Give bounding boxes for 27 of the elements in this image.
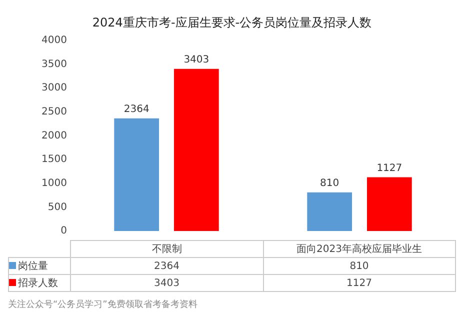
bar bbox=[366, 177, 412, 231]
annotation: 2364 bbox=[124, 104, 150, 115]
y-tick-label: 1500 bbox=[42, 154, 67, 166]
bar bbox=[114, 118, 160, 231]
annotation: 3403 bbox=[184, 54, 210, 66]
y-tick-label: 2000 bbox=[42, 130, 67, 142]
bar bbox=[174, 68, 219, 231]
y-tick-label: 4000 bbox=[42, 34, 67, 46]
y-tick-label: 2500 bbox=[42, 106, 67, 118]
x-tick-label: 面向2023年高校应届毕业生 bbox=[263, 240, 456, 258]
text: 关注公众号“公务员学习”免费领取省考备考资料 bbox=[8, 298, 198, 311]
legend-label: 招录人数 bbox=[8, 274, 70, 292]
y-tick-label: 500 bbox=[48, 202, 67, 213]
y-tick-label: 3000 bbox=[42, 82, 67, 94]
legend-label: 岗位量 bbox=[8, 258, 70, 274]
y-tick-label: 1000 bbox=[42, 178, 67, 189]
data-label: 3403 bbox=[70, 274, 263, 292]
y-tick-label: 3500 bbox=[42, 58, 67, 70]
bar bbox=[307, 192, 352, 231]
data-label: 810 bbox=[263, 258, 456, 274]
data-label: 2364 bbox=[70, 258, 263, 274]
annotation: 1127 bbox=[376, 162, 402, 174]
annotation: 810 bbox=[320, 178, 340, 189]
data-label: 1127 bbox=[263, 274, 456, 292]
y-tick-label: 0 bbox=[60, 226, 67, 237]
chart-title: 2024重庆市考-应届生要求-公务员岗位量及招录人数 bbox=[92, 15, 372, 30]
x-tick-label: 不限制 bbox=[70, 240, 263, 258]
